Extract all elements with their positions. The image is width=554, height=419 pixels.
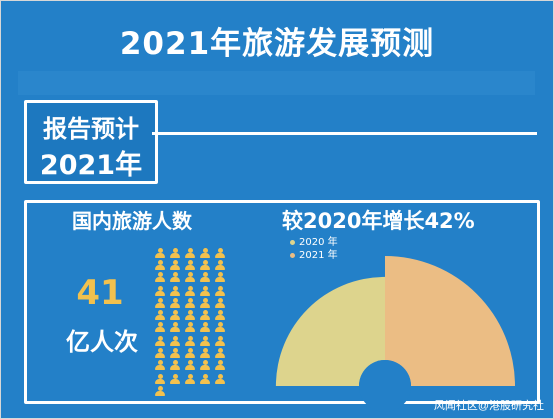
people-icon-grid [155,248,229,396]
slice-2020 [275,276,385,386]
person-icon [215,248,225,259]
stats-panel [24,200,540,404]
person-icon [215,272,225,283]
legend-item-2021: 2021 年 [290,249,338,262]
slice-2021 [385,256,515,386]
person-icon [185,298,195,309]
person-icon [170,374,180,385]
person-icon [215,360,225,371]
person-icon [155,360,165,371]
domestic-tourists-title: 国内旅游人数 [72,209,192,233]
person-icon [185,248,195,259]
report-label: 报告预计 [43,115,139,143]
person-icon [200,310,210,321]
person-icon [185,260,195,271]
person-icon [155,286,165,297]
donut-hole [359,360,411,412]
person-icon [170,260,180,271]
tourist-unit: 亿人次 [66,328,138,356]
person-icon [200,248,210,259]
person-icon [155,260,165,271]
legend-dot-2021 [290,252,295,258]
report-box: 报告预计 2021年 [24,100,158,184]
person-icon [170,336,180,347]
person-icon [170,348,180,359]
person-icon [215,336,225,347]
person-icon [155,298,165,309]
person-icon [155,248,165,259]
person-icon [200,272,210,283]
header-band [18,71,535,95]
watermark-text: 风闻社区@港股研究社 [433,400,544,412]
person-icon [155,322,165,333]
person-icon [170,310,180,321]
person-icon [170,272,180,283]
person-icon [200,374,210,385]
person-icon [200,286,210,297]
person-icon [185,322,195,333]
person-icon [170,298,180,309]
person-icon [185,336,195,347]
person-icon [155,374,165,385]
person-icon [200,336,210,347]
person-icon [185,348,195,359]
page-title: 2021年旅游发展预测 [119,26,435,62]
person-icon [155,336,165,347]
person-icon [170,286,180,297]
person-icon [200,348,210,359]
person-icon [215,286,225,297]
person-icon [185,310,195,321]
person-icon [185,272,195,283]
legend-item-2020: 2020 年 [290,236,338,249]
tourist-count: 41 [76,273,124,313]
person-icon [200,298,210,309]
person-icon [155,310,165,321]
person-icon [170,322,180,333]
person-icon [215,374,225,385]
person-icon [200,260,210,271]
person-icon [170,248,180,259]
person-icon [155,348,165,359]
person-icon [215,322,225,333]
legend-label-2020: 2020 年 [299,237,338,248]
report-year: 2021年 [39,150,143,181]
growth-title: 较2020年增长42% [282,209,475,233]
person-icon [185,286,195,297]
person-icon [215,310,225,321]
person-icon [185,360,195,371]
person-icon [215,298,225,309]
person-icon [215,348,225,359]
person-icon [185,374,195,385]
report-divider [152,132,537,135]
legend-label-2021: 2021 年 [299,250,338,261]
person-icon [155,386,165,397]
chart-legend: 2020 年 2021 年 [290,236,338,262]
person-icon [170,360,180,371]
person-icon [200,322,210,333]
legend-dot-2020 [290,239,295,245]
person-icon [200,360,210,371]
person-icon [155,272,165,283]
person-icon [215,260,225,271]
